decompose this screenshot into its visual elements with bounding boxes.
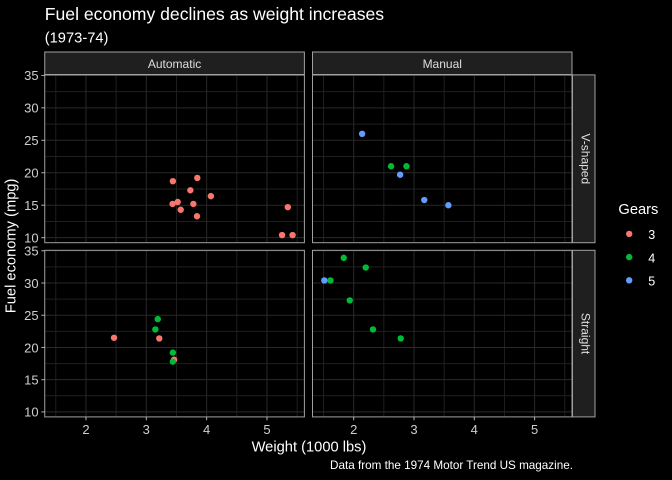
svg-text:Straight: Straight [578, 313, 592, 355]
svg-text:5: 5 [531, 422, 538, 437]
svg-text:Fuel economy (mpg): Fuel economy (mpg) [4, 179, 20, 314]
svg-text:30: 30 [24, 101, 38, 116]
svg-text:Weight (1000 lbs): Weight (1000 lbs) [252, 440, 367, 456]
svg-text:35: 35 [24, 68, 38, 83]
svg-text:10: 10 [24, 405, 38, 420]
svg-text:20: 20 [24, 340, 38, 355]
svg-text:(1973-74): (1973-74) [45, 31, 109, 47]
svg-text:3: 3 [648, 228, 655, 242]
svg-text:4: 4 [203, 422, 210, 437]
svg-text:Automatic: Automatic [148, 57, 201, 71]
svg-text:Manual: Manual [423, 57, 462, 71]
svg-text:4: 4 [471, 422, 478, 437]
svg-text:Data from the 1974 Motor Trend: Data from the 1974 Motor Trend US magazi… [330, 459, 573, 472]
svg-text:10: 10 [24, 230, 38, 245]
svg-text:Gears: Gears [618, 202, 658, 218]
svg-text:25: 25 [24, 308, 38, 323]
svg-text:5: 5 [263, 422, 270, 437]
svg-text:4: 4 [648, 251, 655, 265]
svg-text:2: 2 [350, 422, 357, 437]
svg-text:30: 30 [24, 276, 38, 291]
svg-text:20: 20 [24, 166, 38, 181]
svg-text:25: 25 [24, 133, 38, 148]
svg-text:3: 3 [410, 422, 417, 437]
svg-text:2: 2 [82, 422, 89, 437]
svg-text:15: 15 [24, 372, 38, 387]
svg-text:3: 3 [143, 422, 150, 437]
svg-text:V-shaped: V-shaped [578, 133, 592, 184]
svg-text:15: 15 [24, 198, 38, 213]
svg-text:35: 35 [24, 244, 38, 259]
svg-text:5: 5 [648, 275, 655, 289]
svg-text:Fuel economy declines as weigh: Fuel economy declines as weight increase… [45, 4, 385, 24]
